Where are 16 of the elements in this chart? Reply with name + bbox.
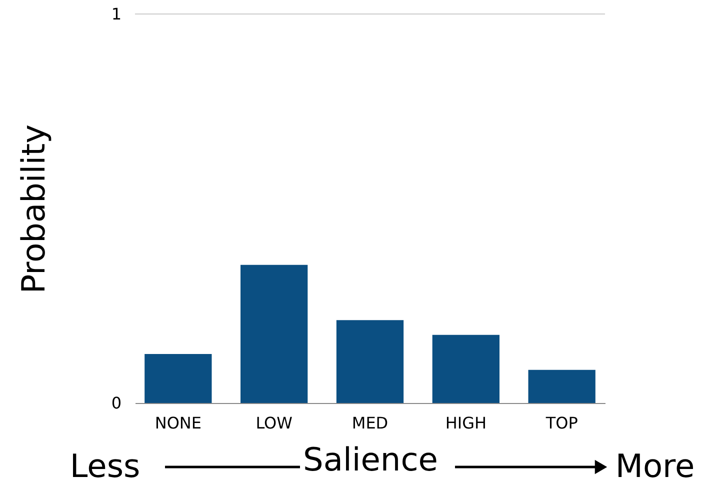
x-axis-title: Salience: [303, 440, 438, 478]
bar: [336, 320, 404, 403]
bar: [240, 264, 308, 403]
y-tick-label: 1: [111, 4, 122, 24]
x-tick-label: HIGH: [445, 414, 487, 432]
bar: [144, 354, 212, 403]
y-axis-title: Probability: [14, 124, 52, 294]
text: More: [615, 447, 695, 485]
x-tick-label: TOP: [544, 414, 578, 432]
x-tick-label: MED: [352, 414, 388, 432]
bar: [432, 334, 500, 403]
x-tick-label: LOW: [256, 414, 293, 432]
x-tick-label: NONE: [154, 414, 202, 432]
text: Less: [70, 447, 140, 485]
bar: [528, 370, 596, 403]
y-tick-label: 0: [111, 394, 122, 412]
